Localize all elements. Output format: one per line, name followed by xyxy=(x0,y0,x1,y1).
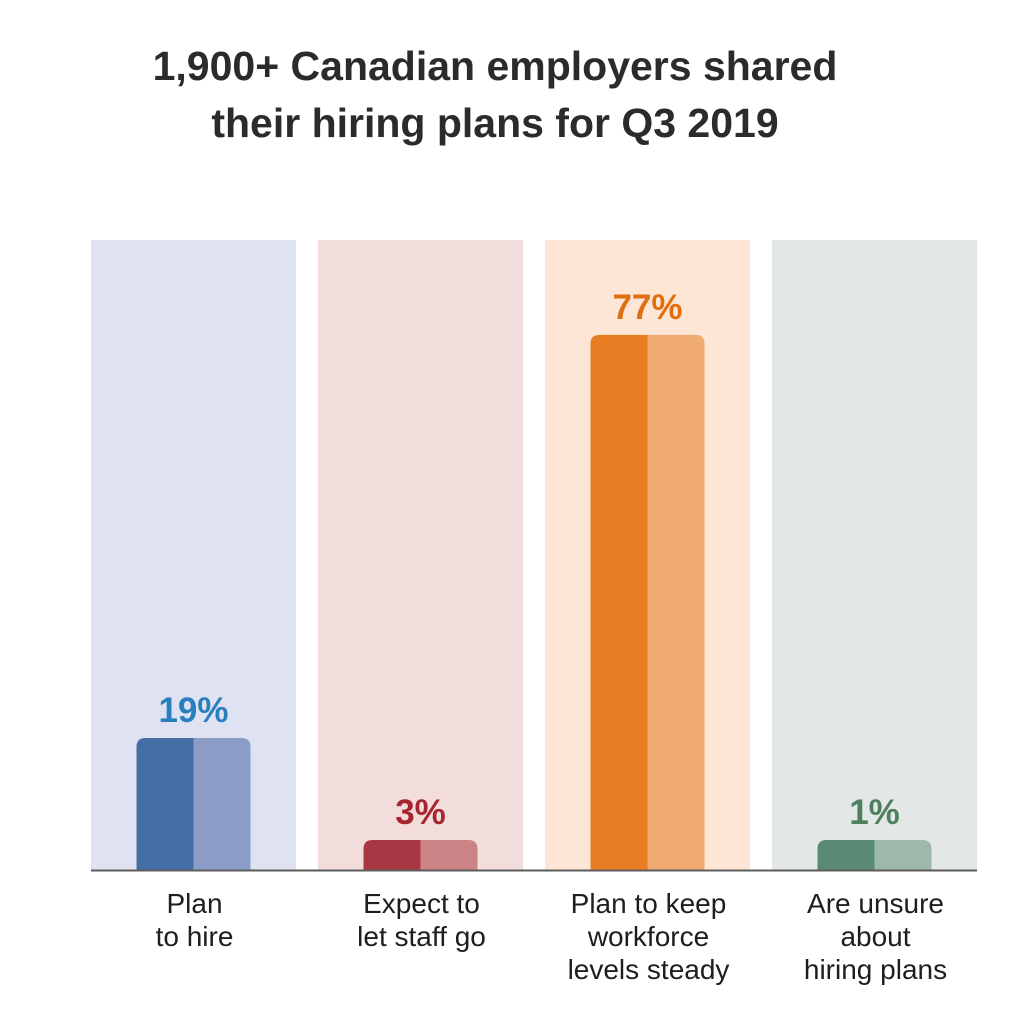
bar-highlight-3 xyxy=(874,840,932,870)
value-label-1: 3% xyxy=(395,793,446,832)
chart-title-line-2: their hiring plans for Q3 2019 xyxy=(211,100,779,146)
chart-title: 1,900+ Canadian employers shared their h… xyxy=(0,38,990,152)
category-label-2-2: levels steady xyxy=(568,954,730,985)
category-label-1-0: Expect to xyxy=(363,888,480,919)
bar-2 xyxy=(590,334,648,871)
category-label-3-0: Are unsure xyxy=(807,888,944,919)
value-label-3: 1% xyxy=(849,793,900,832)
bar-highlight-0 xyxy=(193,737,251,870)
bar-highlight-1 xyxy=(420,840,478,870)
category-label-1-1: let staff go xyxy=(357,921,486,952)
value-label-2: 77% xyxy=(612,288,682,327)
panel-bg-1 xyxy=(318,240,523,870)
panel-bg-3 xyxy=(772,240,977,870)
chart-title-line-1: 1,900+ Canadian employers shared xyxy=(152,43,838,89)
bar-0 xyxy=(136,737,194,870)
category-label-2-0: Plan to keep xyxy=(571,888,727,919)
bar-1 xyxy=(363,840,421,870)
category-label-0-0: Plan xyxy=(166,888,222,919)
bar-3 xyxy=(817,840,875,870)
value-label-0: 19% xyxy=(158,691,228,730)
category-label-2-1: workforce xyxy=(587,921,709,952)
bar-highlight-2 xyxy=(647,334,705,871)
category-label-3-2: hiring plans xyxy=(804,954,947,985)
category-label-0-1: to hire xyxy=(156,921,234,952)
category-label-3-1: about xyxy=(840,921,910,952)
